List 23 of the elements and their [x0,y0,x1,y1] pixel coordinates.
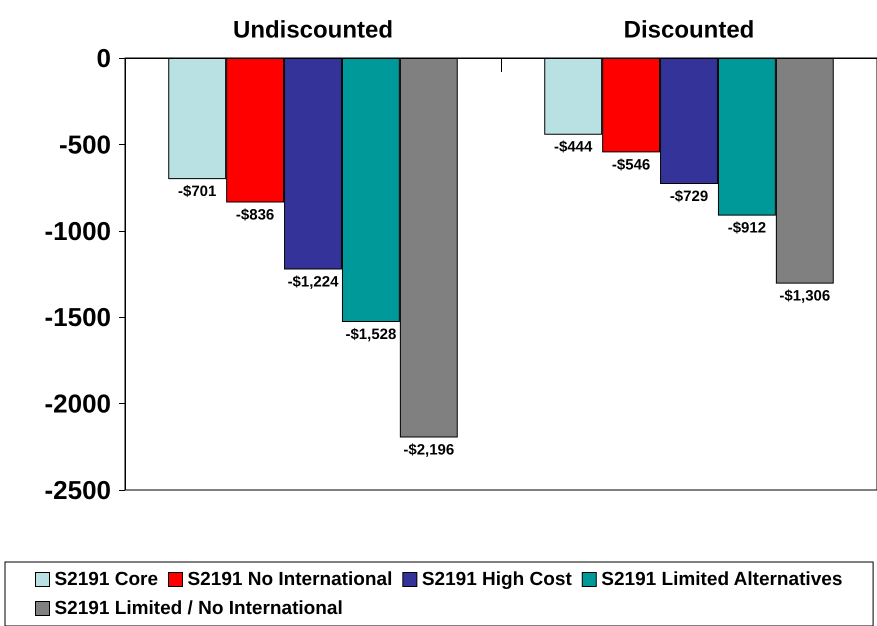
x-tick-label: Discounted [624,16,754,44]
data-label: -$1,528 [345,326,396,344]
x-tick-label: Undiscounted [233,16,393,44]
legend-label: S2191 Limited Alternatives [601,569,842,590]
y-tick-label: -500 [58,129,111,160]
data-label: -$444 [554,138,594,156]
legend-label: S2191 Core [54,569,158,590]
y-tick-label: -2500 [44,475,111,505]
y-tick-label: -1500 [44,302,111,332]
y-tick-label: -2000 [44,388,111,419]
y-tick-label: -1000 [44,216,111,246]
data-label: -$729 [670,188,708,205]
data-label: -$912 [728,220,766,237]
legend-label: S2191 No International [188,569,392,590]
data-label: -$1,306 [779,288,830,305]
data-label: -$546 [612,156,650,174]
data-label: -$836 [236,206,274,224]
legend-label: S2191 Limited / No International [54,598,343,619]
y-tick-label: 0 [96,43,111,73]
data-label: -$701 [178,183,216,200]
data-label: -$1,224 [288,274,340,291]
data-label: -$2,196 [403,441,454,458]
legend-label: S2191 High Cost [422,569,572,590]
